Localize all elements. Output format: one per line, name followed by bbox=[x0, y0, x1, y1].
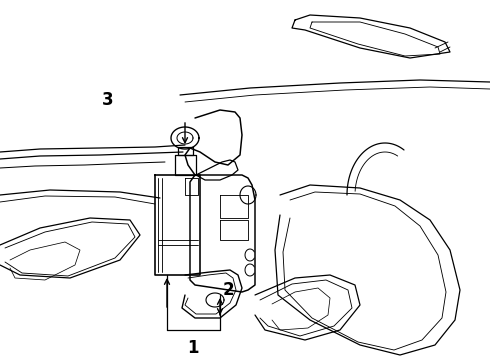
Text: 2: 2 bbox=[222, 281, 234, 299]
Text: 3: 3 bbox=[102, 91, 114, 109]
Text: 1: 1 bbox=[187, 339, 199, 357]
